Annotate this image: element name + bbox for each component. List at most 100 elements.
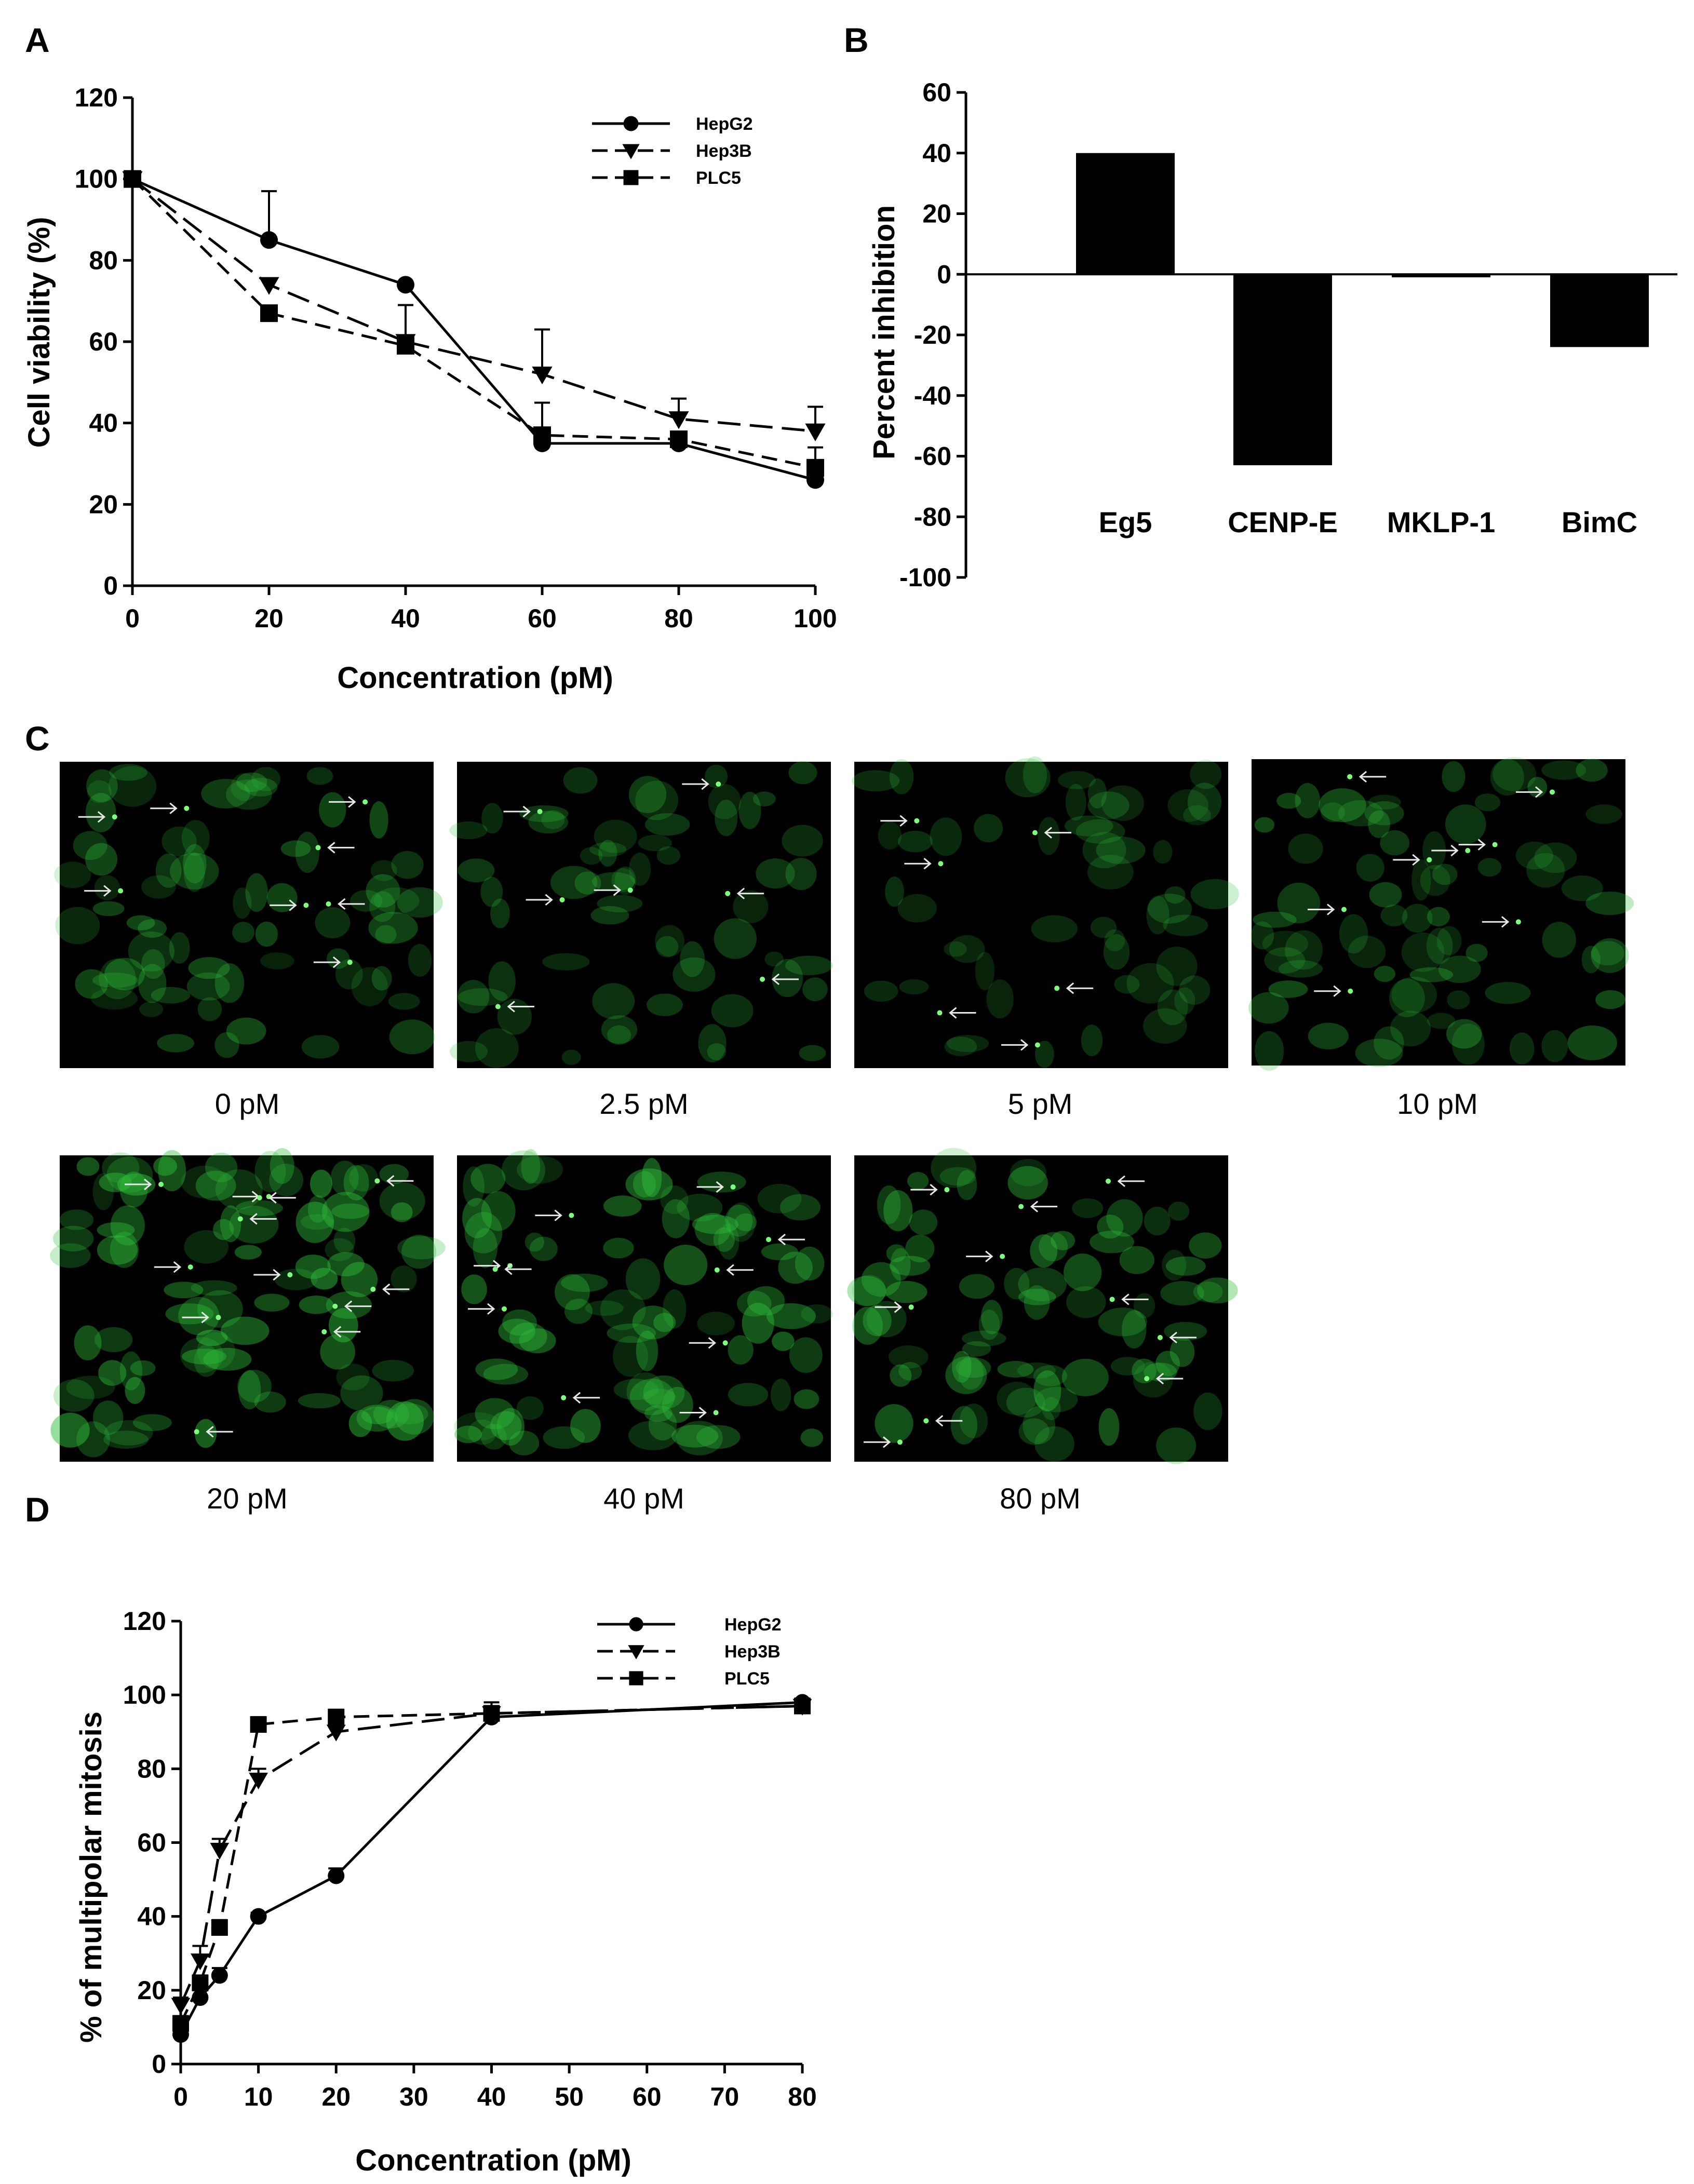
mitotic-spot [1549,789,1555,795]
cell-blob [232,922,254,943]
cell-blob [1277,882,1321,924]
cell-blob [454,1412,502,1441]
cell-blob [1402,904,1433,933]
cell-blob [1447,990,1470,1009]
micrograph-background [60,762,434,1068]
cell-blob [326,948,350,969]
cell-blob [186,972,230,1001]
cell-blob [931,1148,977,1188]
cell-blob [1515,841,1553,870]
cell-blob [997,1382,1037,1415]
cell-blob [490,898,510,928]
cell-blob [694,1212,731,1246]
arrow-head-icon [201,1312,209,1324]
arrow-head-icon [332,956,341,968]
cell-blob [197,1290,243,1328]
chart-d-point-hep3b [249,1772,268,1790]
mitotic-spot [216,1315,221,1320]
chart-a-ytick-label: 20 [89,490,118,519]
chart-b-bar-cenp-e [1233,274,1332,466]
cell-blob [889,1256,931,1276]
cell-blob [962,1330,1006,1346]
chart-d-point-plc5 [328,1708,345,1725]
chart-b-percent-inhibition: Percent inhibition Eg5 CENP-E MKLP-1 Bim… [867,78,1677,592]
cell-blob [395,1399,434,1435]
cell-blob [1585,804,1622,824]
cell-blob [1364,801,1404,826]
cell-blob [274,1269,318,1290]
cell-blob [516,1396,544,1420]
chart-d-series-line-hep3b [179,1704,803,2006]
cell-blob [1445,804,1486,844]
cell-blob [952,1351,972,1383]
mitotic-spot [370,1286,376,1292]
cell-blob [369,891,396,922]
cell-blob [863,1305,892,1337]
cell-blob [733,890,769,923]
cell-blob [155,853,182,888]
chart-d-point-plc5 [192,1974,209,1991]
mitotic-spot [1109,1297,1115,1302]
micrograph-caption-5: 40 pM [603,1482,684,1515]
cell-blob [76,1157,100,1176]
chart-d-xtick-label: 50 [555,2082,584,2111]
cell-blob [1411,859,1431,901]
cell-blob [877,1185,901,1224]
micrograph-background [1252,759,1625,1066]
cell-blob [529,1236,558,1261]
cell-blob [1490,759,1524,796]
panel-letter-c: C [25,719,50,758]
chart-d-point-hepg2 [211,1967,228,1984]
cell-blob [86,769,118,802]
arrow-head-icon [487,1303,495,1315]
cell-blob [1374,1026,1404,1060]
cell-blob [1427,907,1450,927]
cell-blob [642,1388,676,1405]
cell-blob [139,1001,164,1017]
chart-d-legend-label-hep3b: Hep3B [724,1642,781,1662]
cell-blob [1164,886,1186,904]
cell-blob [1018,1418,1050,1445]
cell-blob [1466,943,1488,962]
mitotic-spot [766,1237,772,1243]
cell-blob [1155,1351,1180,1377]
cell-blob [260,952,294,969]
cell-blob [335,959,363,990]
cell-blob [236,772,267,792]
cell-blob [254,1391,286,1413]
cell-blob [883,1190,913,1232]
cell-blob [772,1331,795,1351]
cell-blob [50,1243,91,1268]
cell-blob [930,817,962,856]
arrow-head-icon [327,842,335,854]
chart-d-legend-label-hepg2: HepG2 [724,1615,782,1635]
cell-blob [601,1015,638,1044]
cell-blob [897,894,937,923]
micrograph-caption-1: 2.5 pM [599,1087,688,1120]
micrograph-background [854,762,1228,1068]
chart-a-xtick-label: 0 [125,604,140,633]
micrograph-caption-4: 20 pM [207,1482,288,1515]
cell-blob [103,1431,149,1449]
chart-a-xtick-label: 80 [664,604,693,633]
cell-blob [590,906,629,925]
chart-b-bar-eg5 [1076,153,1175,275]
cell-blob [574,871,601,895]
cell-blob [91,988,138,1010]
cell-blob [496,1408,525,1446]
cell-blob [1427,1013,1456,1029]
arrow-head-icon [348,796,356,808]
cell-blob [180,1337,224,1373]
cell-blob [1285,930,1323,970]
mitotic-spot [1000,1253,1005,1259]
cell-blob [449,821,488,840]
cell-blob [1264,947,1306,974]
cell-blob [102,1152,140,1183]
cell-blob [580,847,603,865]
chart-d-point-hep3b [210,1842,230,1860]
cell-blob [178,1297,220,1336]
cell-blob [757,1183,802,1214]
cell-blob [141,949,165,979]
cell-blob [1279,960,1323,978]
cell-blob [628,776,667,813]
